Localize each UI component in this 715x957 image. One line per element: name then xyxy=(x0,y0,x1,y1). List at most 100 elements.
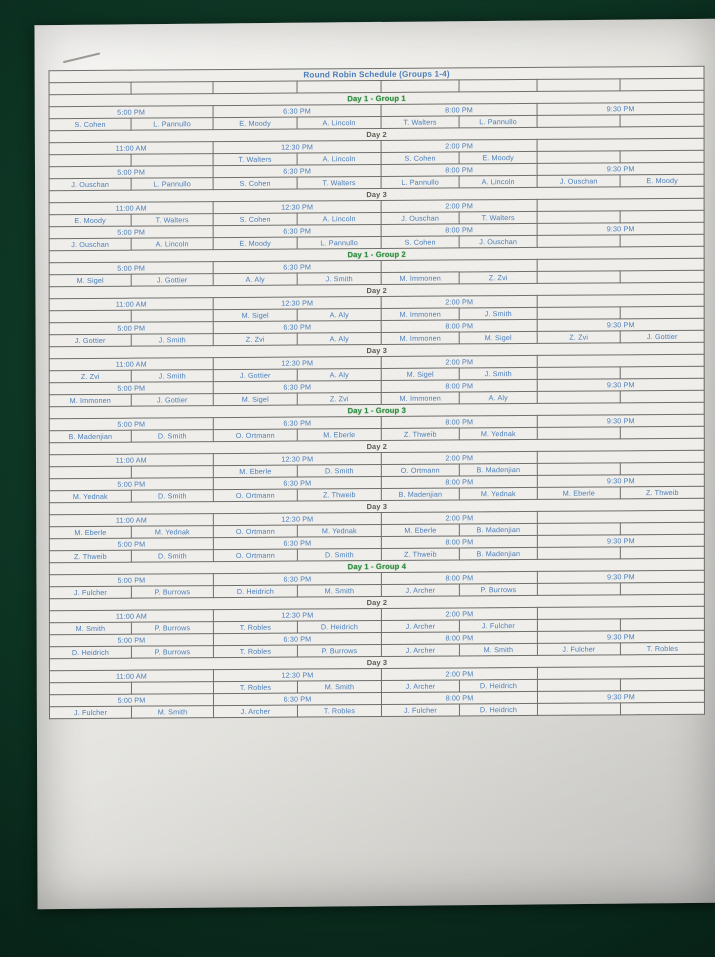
player-name: M. Immonen xyxy=(381,307,460,321)
player-name: M. Yednak xyxy=(297,524,382,538)
time-slot: 6:30 PM xyxy=(213,320,382,334)
player-name: B. Madenjian xyxy=(459,547,538,560)
player-name: O. Ortmann xyxy=(213,549,298,562)
spacer-cell xyxy=(537,78,621,92)
player-name: J. Fulcher xyxy=(459,619,538,632)
player-name-empty xyxy=(537,390,621,404)
player-name: D. Heidrich xyxy=(213,585,298,598)
player-name: A. Lincoln xyxy=(459,175,538,188)
player-name: B. Madenjian xyxy=(459,463,538,476)
player-name: Z. Zvi xyxy=(49,370,132,383)
pencil-mark xyxy=(62,52,101,64)
time-slot: 12:30 PM xyxy=(213,200,382,214)
player-name: Z. Thweib xyxy=(381,547,460,561)
paper-sheet: Round Robin Schedule (Groups 1-4) Day 1 -… xyxy=(34,18,715,910)
spacer-cell xyxy=(459,79,538,92)
player-name-empty xyxy=(131,681,214,695)
player-name-empty xyxy=(620,234,705,247)
player-name: P. Burrows xyxy=(131,585,214,599)
player-name: M. Sigel xyxy=(381,367,460,381)
player-name-empty xyxy=(620,582,705,595)
player-name: J. Gottier xyxy=(131,393,214,407)
player-name: T. Walters xyxy=(297,176,382,190)
player-name: M. Immonen xyxy=(381,331,460,345)
player-name: A. Lincoln xyxy=(297,212,382,226)
time-slot: 2:00 PM xyxy=(381,607,538,621)
player-name: D. Heidrich xyxy=(49,646,132,659)
time-slot: 8:00 PM xyxy=(381,379,538,393)
round-robin-schedule-table: Round Robin Schedule (Groups 1-4) Day 1 -… xyxy=(49,66,705,719)
time-slot: 9:30 PM xyxy=(537,378,705,392)
player-name-empty xyxy=(49,682,132,695)
time-slot: 6:30 PM xyxy=(213,692,382,706)
player-name: A. Aly xyxy=(297,308,382,322)
time-slot xyxy=(537,510,705,524)
time-slot: 8:00 PM xyxy=(381,163,538,177)
time-slot: 2:00 PM xyxy=(381,511,538,525)
time-slot: 5:00 PM xyxy=(49,477,214,491)
player-name: J. Gottier xyxy=(213,369,298,382)
player-name: Z. Thweib xyxy=(381,427,460,441)
player-name: L. Pannullo xyxy=(381,175,460,189)
player-name: P. Burrows xyxy=(131,621,214,635)
player-name-empty xyxy=(49,154,132,167)
player-name-empty xyxy=(620,426,705,439)
time-slot: 9:30 PM xyxy=(537,162,705,176)
player-name: D. Heidrich xyxy=(459,679,538,692)
player-name: J. Ouschan xyxy=(459,235,538,248)
player-name: T. Robles xyxy=(213,645,298,658)
player-name: J. Ouschan xyxy=(537,174,621,188)
time-slot: 11:00 AM xyxy=(49,201,214,215)
player-name-empty xyxy=(49,310,132,323)
player-name: L. Pannullo xyxy=(297,236,382,250)
player-name: A. Lincoln xyxy=(297,116,382,130)
player-name: P. Burrows xyxy=(459,583,538,596)
time-slot xyxy=(537,198,705,212)
player-name: E. Moody xyxy=(213,117,298,130)
time-slot: 5:00 PM xyxy=(49,261,214,275)
time-slot: 8:00 PM xyxy=(381,691,538,705)
player-name: Z. Thweib xyxy=(297,488,382,502)
time-slot: 5:00 PM xyxy=(49,381,214,395)
spacer-cell xyxy=(381,79,460,93)
player-name-empty xyxy=(537,618,621,632)
player-name: M. Smith xyxy=(297,680,382,694)
player-name-empty xyxy=(537,150,621,164)
time-slot: 11:00 AM xyxy=(49,141,214,155)
time-slot: 9:30 PM xyxy=(537,570,705,584)
player-name: S. Cohen xyxy=(213,177,298,190)
player-name-empty xyxy=(537,702,621,716)
player-name: D. Smith xyxy=(297,464,382,478)
time-slot: 9:30 PM xyxy=(537,630,705,644)
time-slot: 5:00 PM xyxy=(49,225,214,239)
player-name: M. Eberle xyxy=(213,465,298,478)
player-name: J. Fulcher xyxy=(381,703,460,717)
time-slot xyxy=(537,258,705,272)
time-slot: 2:00 PM xyxy=(381,139,538,153)
player-name-empty xyxy=(620,678,705,691)
time-slot: 11:00 AM xyxy=(49,453,214,467)
player-name: O. Ortmann xyxy=(381,463,460,477)
player-name: J. Smith xyxy=(459,367,538,380)
time-slot: 9:30 PM xyxy=(537,102,705,116)
time-slot: 5:00 PM xyxy=(49,105,214,119)
time-slot: 6:30 PM xyxy=(213,260,382,274)
player-name: D. Smith xyxy=(131,489,214,503)
player-name: J. Smith xyxy=(131,333,214,347)
player-name-empty xyxy=(620,270,705,283)
player-name: T. Robles xyxy=(620,642,705,655)
player-name: M. Immonen xyxy=(381,391,460,405)
spacer-cell xyxy=(213,81,298,94)
time-slot: 6:30 PM xyxy=(213,164,382,178)
player-name: M. Sigel xyxy=(459,331,538,344)
player-name: M. Yednak xyxy=(49,490,132,503)
player-name-empty xyxy=(131,309,214,323)
player-name: J. Fulcher xyxy=(537,642,621,656)
player-name: J. Archer xyxy=(381,619,460,633)
player-name: Z. Zvi xyxy=(213,333,298,346)
player-name: A. Lincoln xyxy=(297,152,382,166)
player-name-empty xyxy=(620,306,705,319)
player-name-empty xyxy=(537,582,621,596)
time-slot: 2:00 PM xyxy=(381,355,538,369)
player-name-empty xyxy=(620,546,705,559)
